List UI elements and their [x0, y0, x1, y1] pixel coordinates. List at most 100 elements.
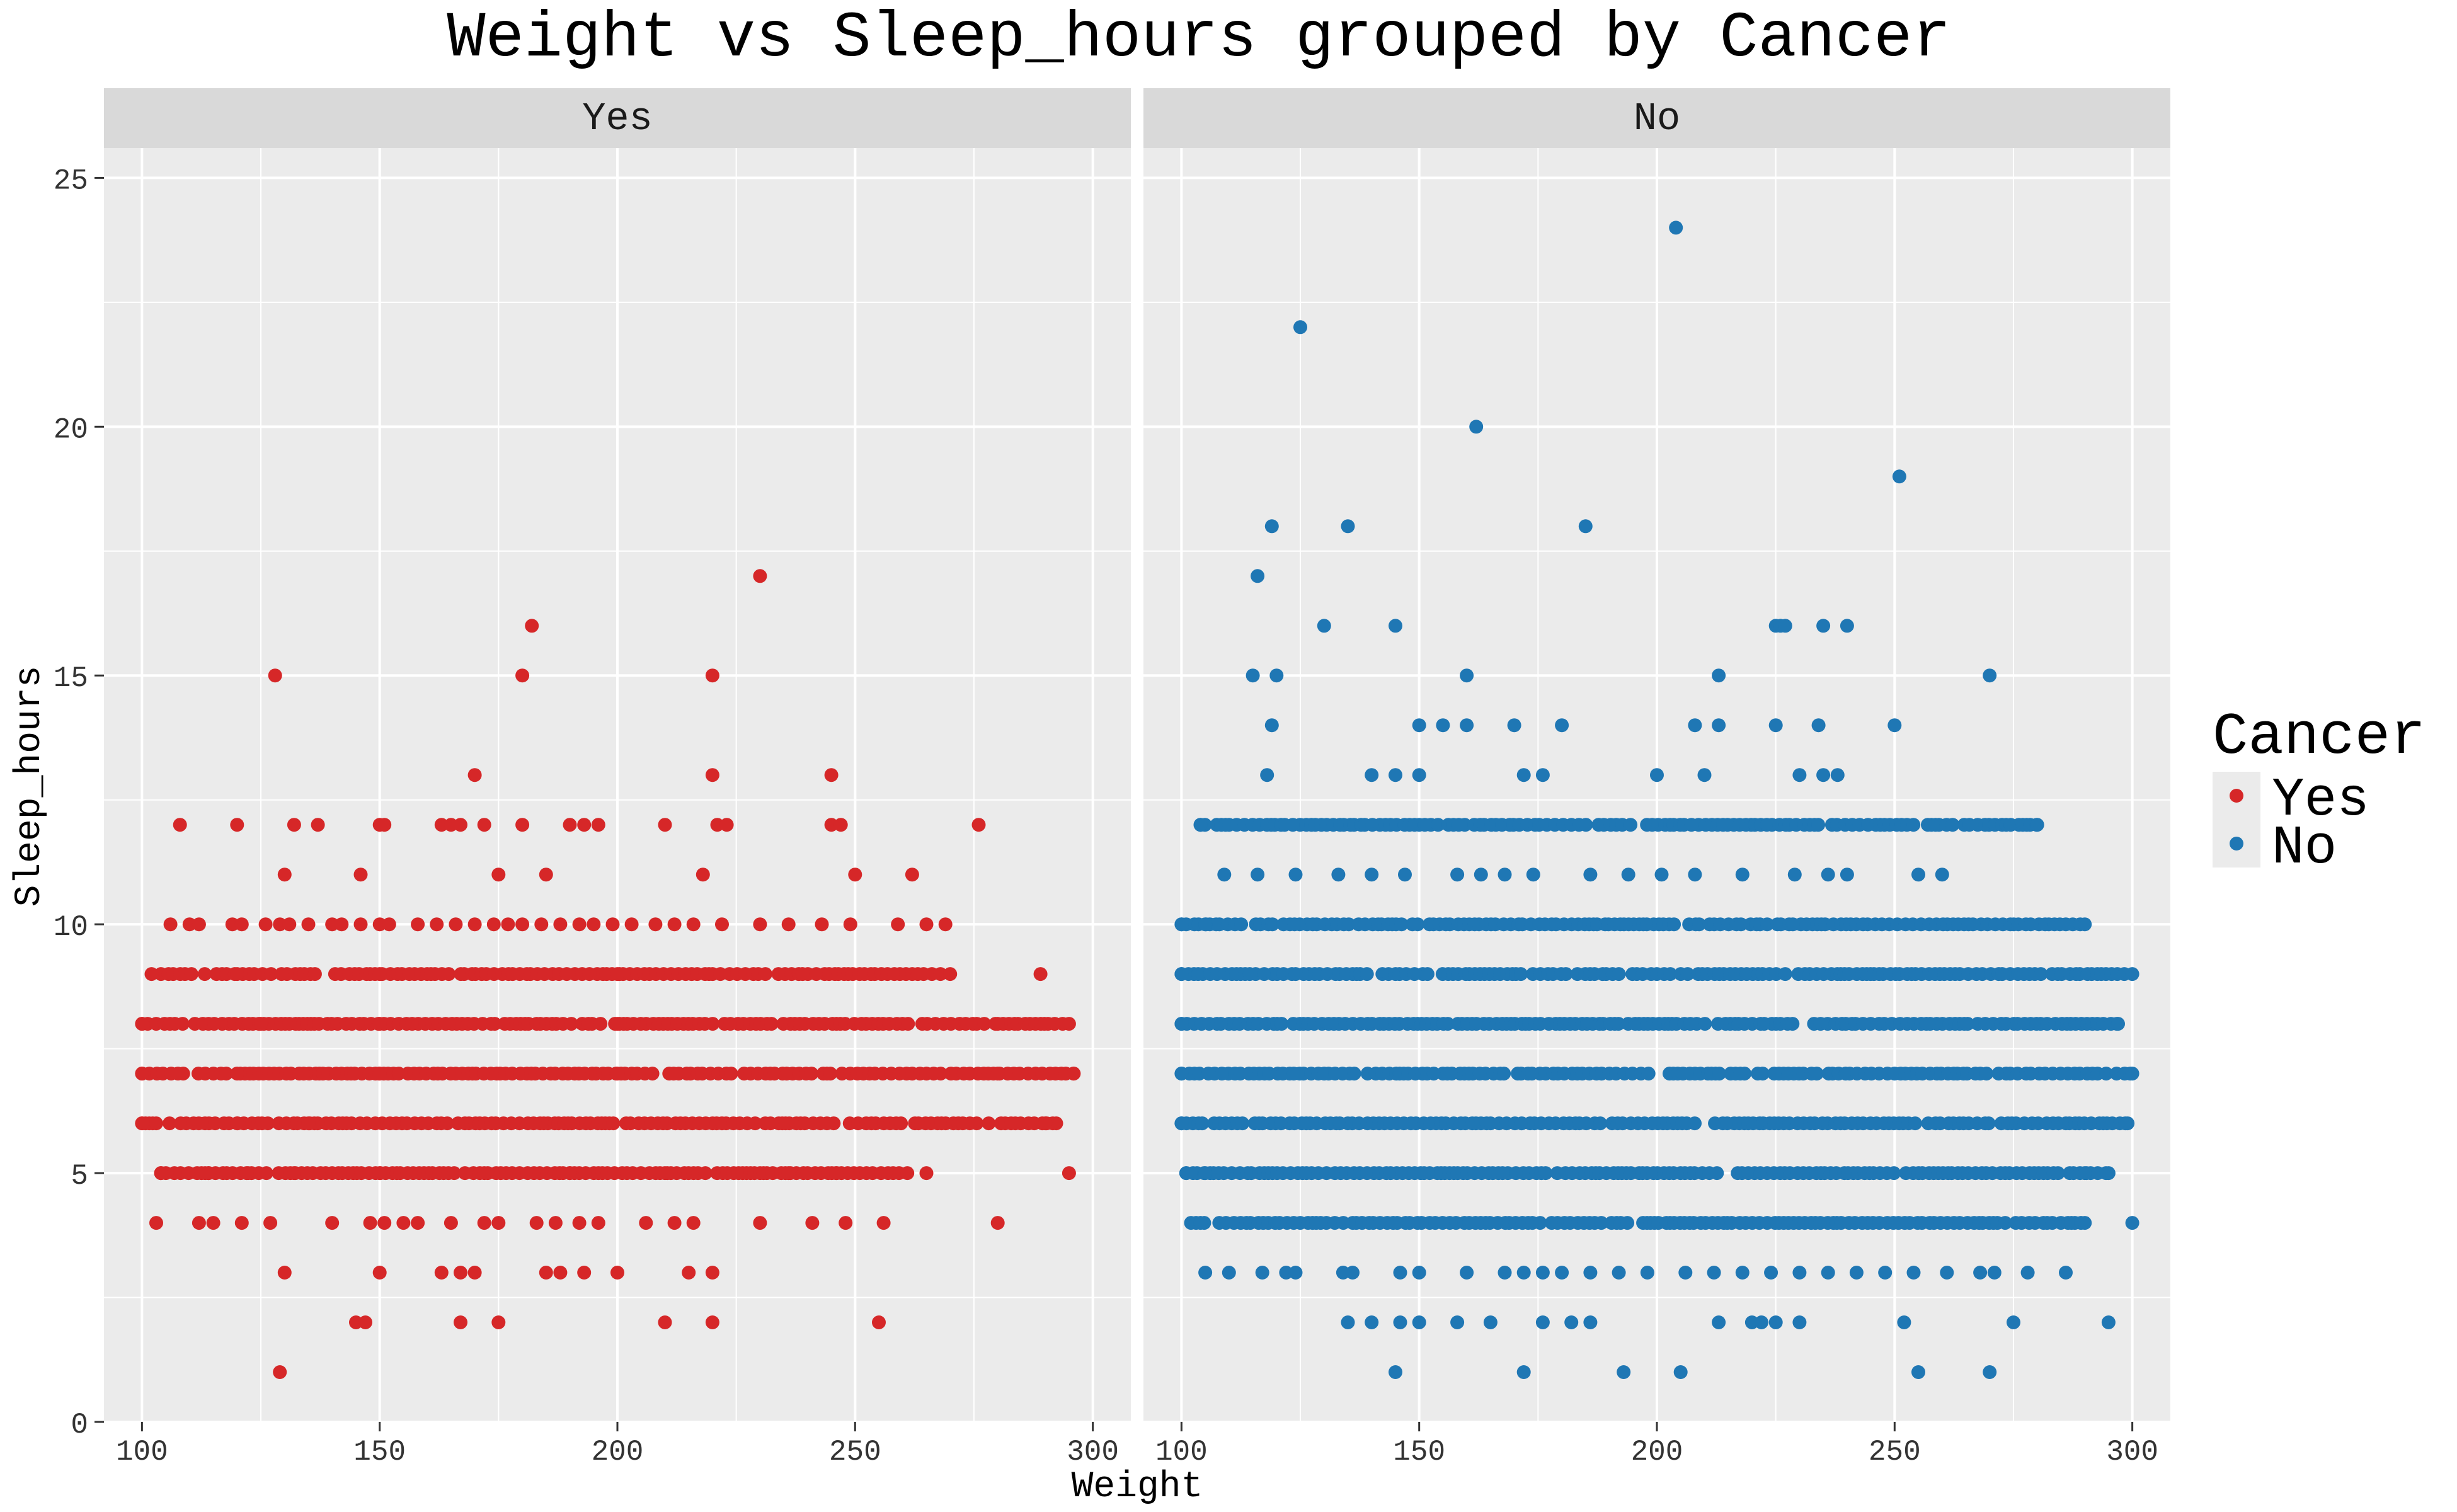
data-point [287, 1166, 301, 1181]
data-point [648, 917, 663, 932]
data-point [444, 818, 458, 832]
panel-yes-strip [104, 88, 1131, 148]
data-point [184, 967, 198, 982]
data-point [1579, 818, 1593, 832]
data-point [606, 1116, 621, 1131]
panel-no-grid [1143, 148, 2170, 1423]
x-tick-label: 250 [1869, 1436, 1921, 1469]
data-point [363, 1216, 377, 1230]
data-point [1961, 1017, 1975, 1031]
data-point [572, 917, 587, 932]
data-point [2030, 818, 2044, 832]
data-point [1555, 718, 1569, 733]
data-point [706, 1017, 720, 1031]
data-point [990, 1017, 1005, 1031]
data-point [698, 1166, 713, 1181]
data-point [564, 1017, 578, 1031]
data-point [467, 768, 482, 782]
data-point [610, 967, 624, 982]
data-point [1174, 1017, 1189, 1031]
data-point [1612, 967, 1626, 982]
data-point [705, 668, 719, 683]
data-point [843, 917, 857, 932]
data-point [805, 1216, 820, 1230]
data-point [1251, 868, 1265, 882]
data-point [411, 917, 425, 932]
data-point [1264, 519, 1279, 534]
data-point [261, 1116, 275, 1131]
data-point [539, 1266, 553, 1280]
data-point [833, 818, 848, 832]
data-point [467, 917, 482, 932]
data-point [230, 1067, 244, 1081]
y-tick-label: 0 [71, 1409, 88, 1441]
data-point [411, 1216, 425, 1230]
data-point [1816, 768, 1831, 782]
data-point [624, 917, 639, 932]
data-point [719, 818, 734, 832]
data-point [219, 1067, 234, 1081]
x-axis-panel-no: 100 150 200 250 300 [1155, 1422, 2158, 1469]
y-tick-label: 15 [54, 662, 88, 695]
data-point [815, 917, 829, 932]
data-point [449, 917, 463, 932]
data-point [1778, 619, 1792, 633]
data-point [525, 619, 539, 633]
data-point [377, 1216, 392, 1230]
data-point [515, 668, 530, 683]
data-point [1360, 967, 1374, 982]
data-point [1198, 1166, 1213, 1181]
data-point [824, 818, 839, 832]
data-point [610, 1017, 624, 1031]
data-point [1067, 1067, 1081, 1081]
x-tick-label: 200 [592, 1436, 644, 1469]
data-point [1778, 967, 1792, 982]
data-point [1680, 967, 1695, 982]
data-point [182, 917, 197, 932]
data-point [1431, 818, 1445, 832]
data-point [696, 868, 710, 882]
data-point [667, 1216, 682, 1230]
data-point [135, 1116, 149, 1131]
data-point [239, 1166, 254, 1181]
data-point [444, 1216, 458, 1230]
data-point [593, 1017, 608, 1031]
data-point [1621, 868, 1635, 882]
data-point [135, 1017, 149, 1031]
data-point [1460, 718, 1474, 733]
data-point [943, 967, 958, 982]
data-point [434, 818, 449, 832]
data-point [2125, 1067, 2139, 1081]
data-point [442, 967, 456, 982]
panel-no-strip-label: No [1634, 96, 1680, 141]
data-point [1583, 1266, 1598, 1280]
data-point [1785, 1017, 1800, 1031]
data-point [1365, 1315, 1379, 1329]
data-point [715, 917, 729, 932]
panel-no-points [1174, 220, 2139, 1379]
data-point [1641, 1067, 1656, 1081]
data-point [1251, 569, 1265, 583]
data-point [724, 1067, 738, 1081]
data-point [515, 917, 530, 932]
data-point [1663, 967, 1678, 982]
data-point [891, 917, 905, 932]
data-point [1979, 1067, 1994, 1081]
legend-dot-no [2230, 837, 2243, 850]
data-point [710, 818, 724, 832]
data-point [563, 818, 577, 832]
data-point [658, 818, 672, 832]
data-point [805, 1067, 819, 1081]
data-point [301, 1116, 316, 1131]
data-point [990, 1216, 1005, 1230]
data-point [1526, 868, 1540, 882]
data-point [919, 917, 934, 932]
data-point [1279, 1266, 1293, 1280]
data-point [1331, 868, 1346, 882]
data-point [311, 818, 325, 832]
data-point [1346, 1266, 1360, 1280]
data-point [1712, 1067, 1727, 1081]
data-point [1906, 818, 1921, 832]
data-point [758, 967, 772, 982]
data-point [1195, 1116, 1210, 1131]
